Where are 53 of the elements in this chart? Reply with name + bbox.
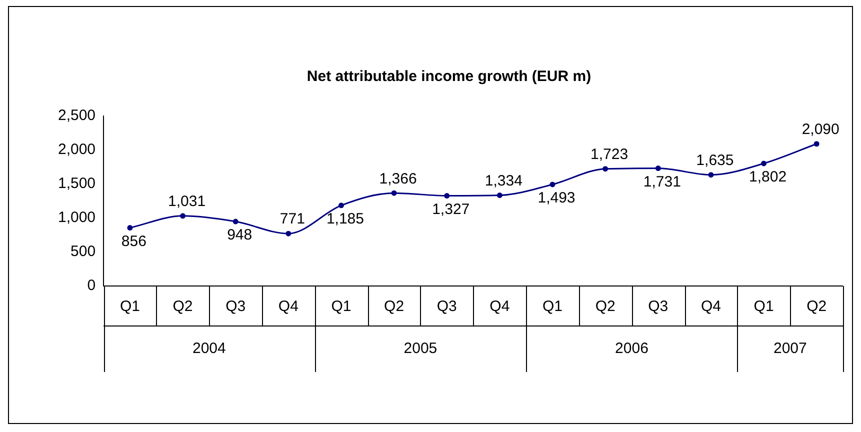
x-tick-label: Q1	[542, 298, 563, 316]
text: 2005	[404, 340, 438, 358]
x-tick-label: Q1	[331, 298, 352, 316]
point	[496, 192, 502, 198]
x-tick-label: Q2	[806, 298, 827, 316]
y-tick-label: 500	[70, 243, 96, 260]
point	[444, 193, 450, 199]
y-tick-label: 1,000	[58, 209, 96, 226]
x-tick-label: Q2	[384, 298, 404, 316]
x-tick-label: Q2	[172, 298, 193, 316]
data-label: 1,802	[749, 168, 787, 186]
data-label: 1,334	[484, 172, 522, 190]
y-tick-label: 2,500	[58, 107, 96, 124]
point	[550, 182, 556, 188]
data-label: 1,185	[326, 210, 364, 228]
chart-title: Net attributable income growth (EUR m)	[306, 68, 592, 86]
point	[655, 166, 661, 172]
data-label: 1,493	[538, 190, 576, 207]
x-tick-label: Q4	[700, 298, 721, 316]
point	[602, 166, 608, 172]
x-tick-label: Q3	[226, 298, 246, 316]
point	[391, 190, 397, 196]
data-label: 1,366	[379, 170, 417, 188]
point	[708, 172, 714, 178]
point	[232, 218, 238, 224]
text: 2004	[192, 340, 226, 358]
point	[338, 202, 344, 208]
data-label: 1,635	[696, 152, 734, 169]
text: 2006	[615, 340, 648, 358]
point	[761, 160, 767, 166]
y-tick-label: 1,500	[58, 175, 96, 192]
text: 2007	[773, 340, 807, 358]
data-label: 2,090	[802, 121, 840, 138]
data-label: 948	[227, 226, 252, 244]
data-label: 1,031	[168, 193, 206, 210]
x-tick-label: Q4	[490, 298, 510, 316]
point	[180, 213, 186, 219]
point	[127, 225, 133, 231]
x-tick-label: Q1	[754, 298, 774, 316]
data-label: 1,327	[432, 200, 470, 218]
x-tick-label: Q2	[595, 298, 616, 316]
data-label: 771	[280, 210, 305, 228]
x-tick-label: Q3	[436, 298, 457, 316]
y-tick-label: 2,000	[58, 141, 96, 158]
point	[286, 230, 292, 236]
x-tick-label: Q1	[120, 298, 140, 316]
y-tick-label: 0	[87, 277, 96, 294]
point	[814, 141, 820, 147]
x-tick-label: Q3	[648, 298, 668, 316]
data-label: 1,731	[643, 173, 681, 190]
data-label: 856	[121, 232, 146, 250]
data-label: 1,723	[590, 146, 628, 163]
x-tick-label: Q4	[278, 298, 298, 316]
